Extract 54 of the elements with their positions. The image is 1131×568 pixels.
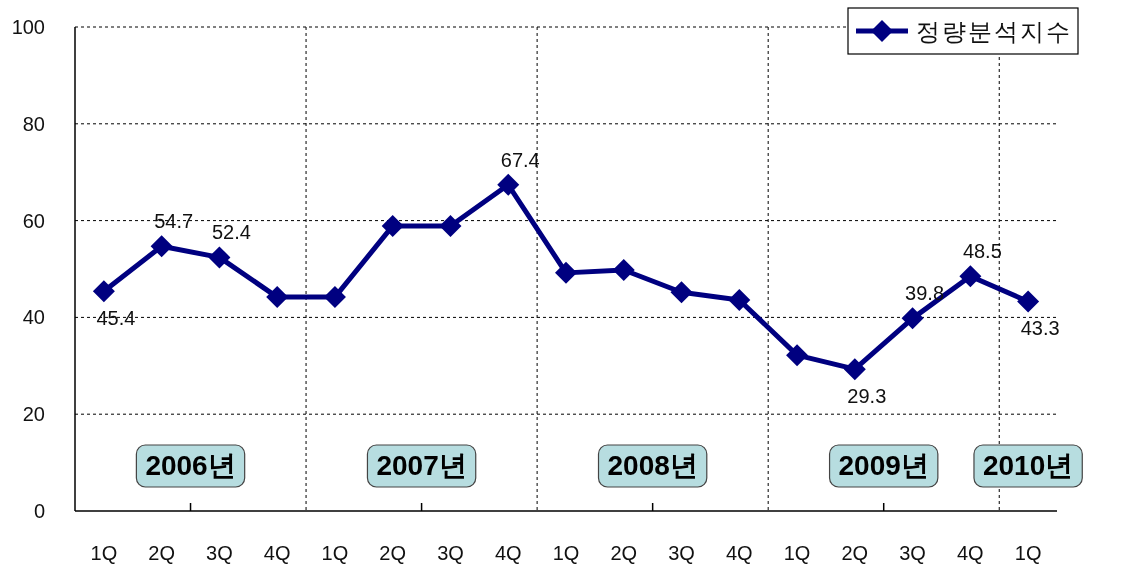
x-tick-label: 4Q bbox=[957, 542, 984, 564]
point bbox=[381, 214, 404, 237]
data-label: 52.4 bbox=[211, 221, 251, 244]
annotation: 2007년 bbox=[376, 450, 467, 481]
point bbox=[843, 358, 866, 381]
y-tick-label: 80 bbox=[22, 112, 45, 135]
point bbox=[612, 258, 635, 281]
x-tick-label: 3Q bbox=[668, 542, 695, 564]
point bbox=[266, 286, 289, 309]
point bbox=[959, 265, 982, 288]
point bbox=[786, 344, 809, 367]
x-tick-label: 1Q bbox=[552, 542, 580, 564]
annotation: 2008년 bbox=[607, 450, 698, 481]
point bbox=[208, 246, 231, 269]
x-tick-label: 3Q bbox=[206, 542, 233, 564]
x-tick-label: 2Q bbox=[148, 542, 175, 564]
data-label: 54.7 bbox=[154, 210, 194, 233]
data-label: 39.8 bbox=[905, 282, 945, 305]
x-tick-label: 2Q bbox=[610, 542, 638, 564]
point bbox=[728, 288, 751, 311]
annotation: 2009년 bbox=[838, 450, 929, 481]
x-tick-label: 1Q bbox=[1014, 542, 1042, 564]
point bbox=[555, 261, 577, 284]
x-tick-label: 4Q bbox=[263, 542, 291, 564]
x-tick-label: 2Q bbox=[379, 542, 407, 564]
x-tick-label: 3Q bbox=[899, 542, 926, 564]
point bbox=[92, 280, 115, 303]
y-tick-label: 20 bbox=[22, 403, 45, 426]
x-tick-label: 1Q bbox=[321, 542, 349, 564]
data-label: 29.3 bbox=[847, 385, 887, 408]
point bbox=[1017, 290, 1040, 313]
point bbox=[670, 281, 693, 304]
point bbox=[497, 173, 520, 196]
y-tick-label: 0 bbox=[33, 500, 45, 522]
point bbox=[150, 235, 173, 258]
x-tick-label: 1Q bbox=[783, 542, 811, 564]
annotation: 2010년 bbox=[982, 450, 1074, 481]
x-tick-label: 2Q bbox=[841, 542, 869, 564]
point bbox=[901, 307, 924, 330]
y-tick-label: 40 bbox=[22, 306, 45, 329]
x-tick-label: 4Q bbox=[494, 542, 522, 564]
x-tick-label: 3Q bbox=[437, 542, 464, 564]
data-label: 45.4 bbox=[96, 307, 136, 330]
y-tick-label: 100 bbox=[11, 16, 45, 38]
x-tick-label: 1Q bbox=[90, 542, 118, 564]
annotation: 2006년 bbox=[145, 450, 236, 481]
point bbox=[323, 286, 346, 309]
x-tick-label: 4Q bbox=[725, 542, 753, 564]
point bbox=[439, 214, 462, 237]
data-label: 48.5 bbox=[962, 240, 1002, 263]
data-label: 43.3 bbox=[1020, 317, 1060, 340]
data-label: 67.4 bbox=[500, 148, 540, 171]
legend-label: 정량분석지수 bbox=[916, 18, 1072, 45]
y-tick-label: 60 bbox=[22, 209, 45, 232]
